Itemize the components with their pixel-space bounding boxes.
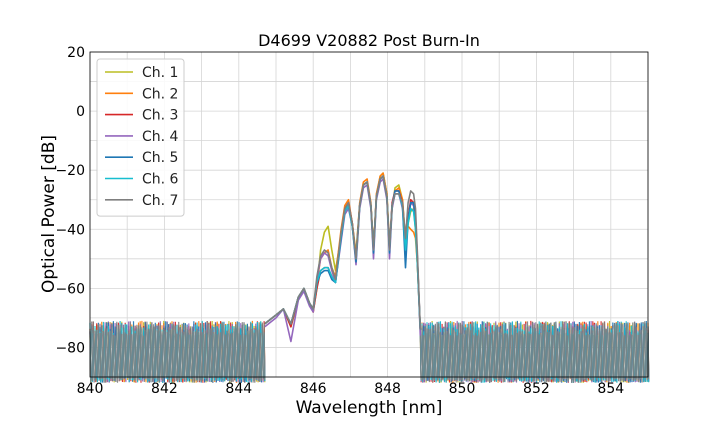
legend-box [96,58,185,217]
plot-frame [89,51,649,378]
legend: Ch. 1 Ch. 2 Ch. 3 Ch. 4 Ch. 5 Ch. 6 Ch. 7 [96,58,185,217]
y-tick-label: −40 [55,222,85,238]
series-line-7 [264,175,422,330]
legend-label: Ch. 3 [142,108,178,124]
legend-label: Ch. 4 [142,129,179,145]
chart-title: D4699 V20882 Post Burn-In [258,31,480,50]
legend-label: Ch. 2 [142,86,178,102]
x-tick-label: 854 [597,381,624,397]
y-tick-label: 0 [76,104,85,120]
y-tick-label: −60 [55,281,85,297]
y-tick-label: 20 [67,45,85,61]
legend-label: Ch. 1 [142,65,178,81]
x-tick-label: 846 [300,381,327,397]
x-tick-label: 848 [374,381,401,397]
y-axis-label: Optical Power [dB] [39,135,59,293]
x-tick-label: 840 [77,381,104,397]
y-tick-label: −80 [55,340,85,356]
legend-label: Ch. 7 [142,193,178,209]
x-axis-label: Wavelength [nm] [296,398,443,418]
x-tick-labels: 840 842 844 846 848 850 852 854 [77,381,625,397]
x-tick-label: 852 [523,381,550,397]
y-tick-labels: 20 0 −20 −40 −60 −80 [55,45,85,356]
series-lines [264,172,422,343]
legend-label: Ch. 5 [142,150,178,166]
x-tick-label: 842 [151,381,178,397]
legend-label: Ch. 6 [142,172,179,188]
y-tick-label: −20 [55,163,85,179]
noise-floor-traces [89,320,650,383]
x-tick-label: 844 [225,381,252,397]
x-tick-label: 850 [449,381,476,397]
